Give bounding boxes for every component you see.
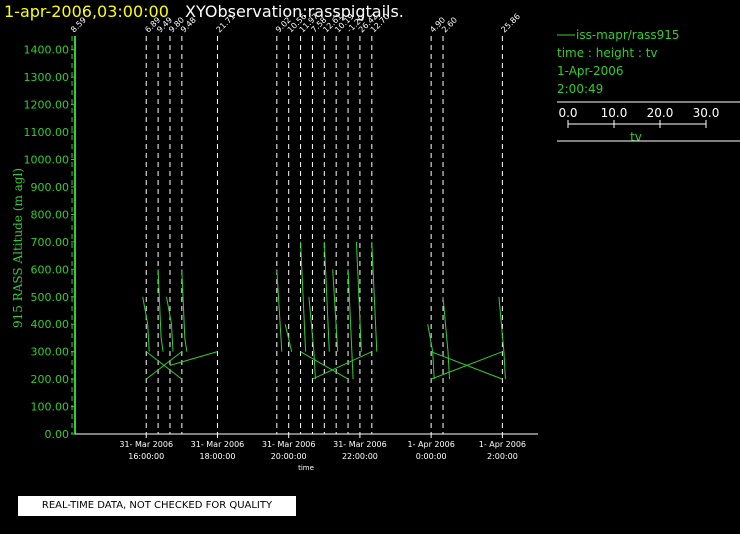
- profiles: [142, 241, 506, 380]
- legend: iss-mapr/rass915 time : height : tv 1-Ap…: [557, 28, 740, 144]
- x-axis: 31- Mar 2006 16:00:00 31- Mar 2006 18:00:00…: [75, 433, 538, 461]
- y-tick-label: 1000.00: [24, 154, 70, 167]
- x-tick-date: 1- Apr 2006: [479, 440, 526, 449]
- y-tick-label: 900.00: [31, 181, 70, 194]
- profile-line: [498, 296, 506, 380]
- profile-line: [276, 269, 283, 352]
- legend-line2: time : height : tv: [557, 46, 658, 60]
- profile-line: [157, 269, 164, 352]
- profile-line: [142, 296, 150, 352]
- y-tick-label: 800.00: [31, 208, 70, 221]
- quality-notice: REAL-TIME DATA, NOT CHECKED FOR QUALITY: [18, 496, 296, 516]
- legend-line4: 2:00:49: [557, 82, 603, 96]
- profile-connector: [169, 351, 218, 366]
- x-tick-date: 1- Apr 2006: [408, 440, 455, 449]
- y-tick-label: 1200.00: [24, 99, 70, 112]
- x-tick-time: 2:00:00: [487, 452, 518, 461]
- x-tick-date: 31- Mar 2006: [119, 440, 173, 449]
- x-tick-time: 22:00:00: [342, 452, 378, 461]
- x-tick-time: 20:00:00: [271, 452, 307, 461]
- profile-line: [355, 241, 362, 352]
- legend-scale-tick-label: 0.0: [558, 106, 577, 120]
- profile-line: [371, 241, 378, 352]
- x-tick-time: 18:00:00: [199, 452, 235, 461]
- profile-line: [323, 241, 330, 352]
- profile-line: [181, 269, 188, 352]
- legend-scale: 0.0 10.0 20.0 30.0: [558, 106, 719, 128]
- x-tick-time: 16:00:00: [128, 452, 164, 461]
- profile-line: [308, 296, 316, 380]
- profile-top-label: 25.86: [499, 12, 522, 35]
- profile-line: [427, 324, 435, 380]
- profile-line: [166, 296, 174, 352]
- y-tick-label: 700.00: [31, 236, 70, 249]
- x-axis-label: time: [298, 464, 314, 472]
- legend-series: iss-mapr/rass915: [576, 28, 680, 42]
- profile-connector: [430, 351, 503, 380]
- y-tick-label: 1300.00: [24, 71, 70, 84]
- legend-scale-tick-label: 30.0: [693, 106, 720, 120]
- x-tick-date: 31- Mar 2006: [262, 440, 316, 449]
- y-tick-label: 100.00: [31, 401, 70, 414]
- legend-scale-label: tv: [630, 130, 642, 144]
- profile-connector: [300, 351, 349, 380]
- x-tick-time: 0:00:00: [416, 452, 447, 461]
- profile-line: [284, 324, 293, 352]
- y-tick-label: 1100.00: [24, 126, 70, 139]
- y-axis-label: 915 RASS Altitude (m agl): [11, 168, 25, 328]
- y-axis: 0.00 100.00 200.00 300.00 400.00 500.00 600.00…: [24, 36, 76, 441]
- profile-line: [332, 269, 339, 352]
- x-tick-date: 31- Mar 2006: [191, 440, 245, 449]
- legend-scale-tick-label: 10.0: [601, 106, 628, 120]
- y-tick-label: 600.00: [31, 263, 70, 276]
- legend-scale-tick-label: 20.0: [647, 106, 674, 120]
- profile-connector: [312, 351, 373, 380]
- y-tick-label: 400.00: [31, 318, 70, 331]
- y-tick-label: 500.00: [31, 291, 70, 304]
- header-date: 1-apr-2006,03:00:00: [4, 2, 169, 21]
- y-tick-label: 300.00: [31, 346, 70, 359]
- header-title: XYObservation:rasspigtails.: [185, 2, 404, 21]
- y-tick-label: 0.00: [45, 428, 70, 441]
- y-tick-label: 200.00: [31, 373, 70, 386]
- profile-line: [442, 296, 450, 380]
- y-tick-label: 1400.00: [24, 44, 70, 57]
- profile-connector: [145, 351, 183, 380]
- profile-line: [300, 241, 307, 352]
- x-tick-date: 31- Mar 2006: [333, 440, 387, 449]
- legend-line3: 1-Apr-2006: [557, 64, 624, 78]
